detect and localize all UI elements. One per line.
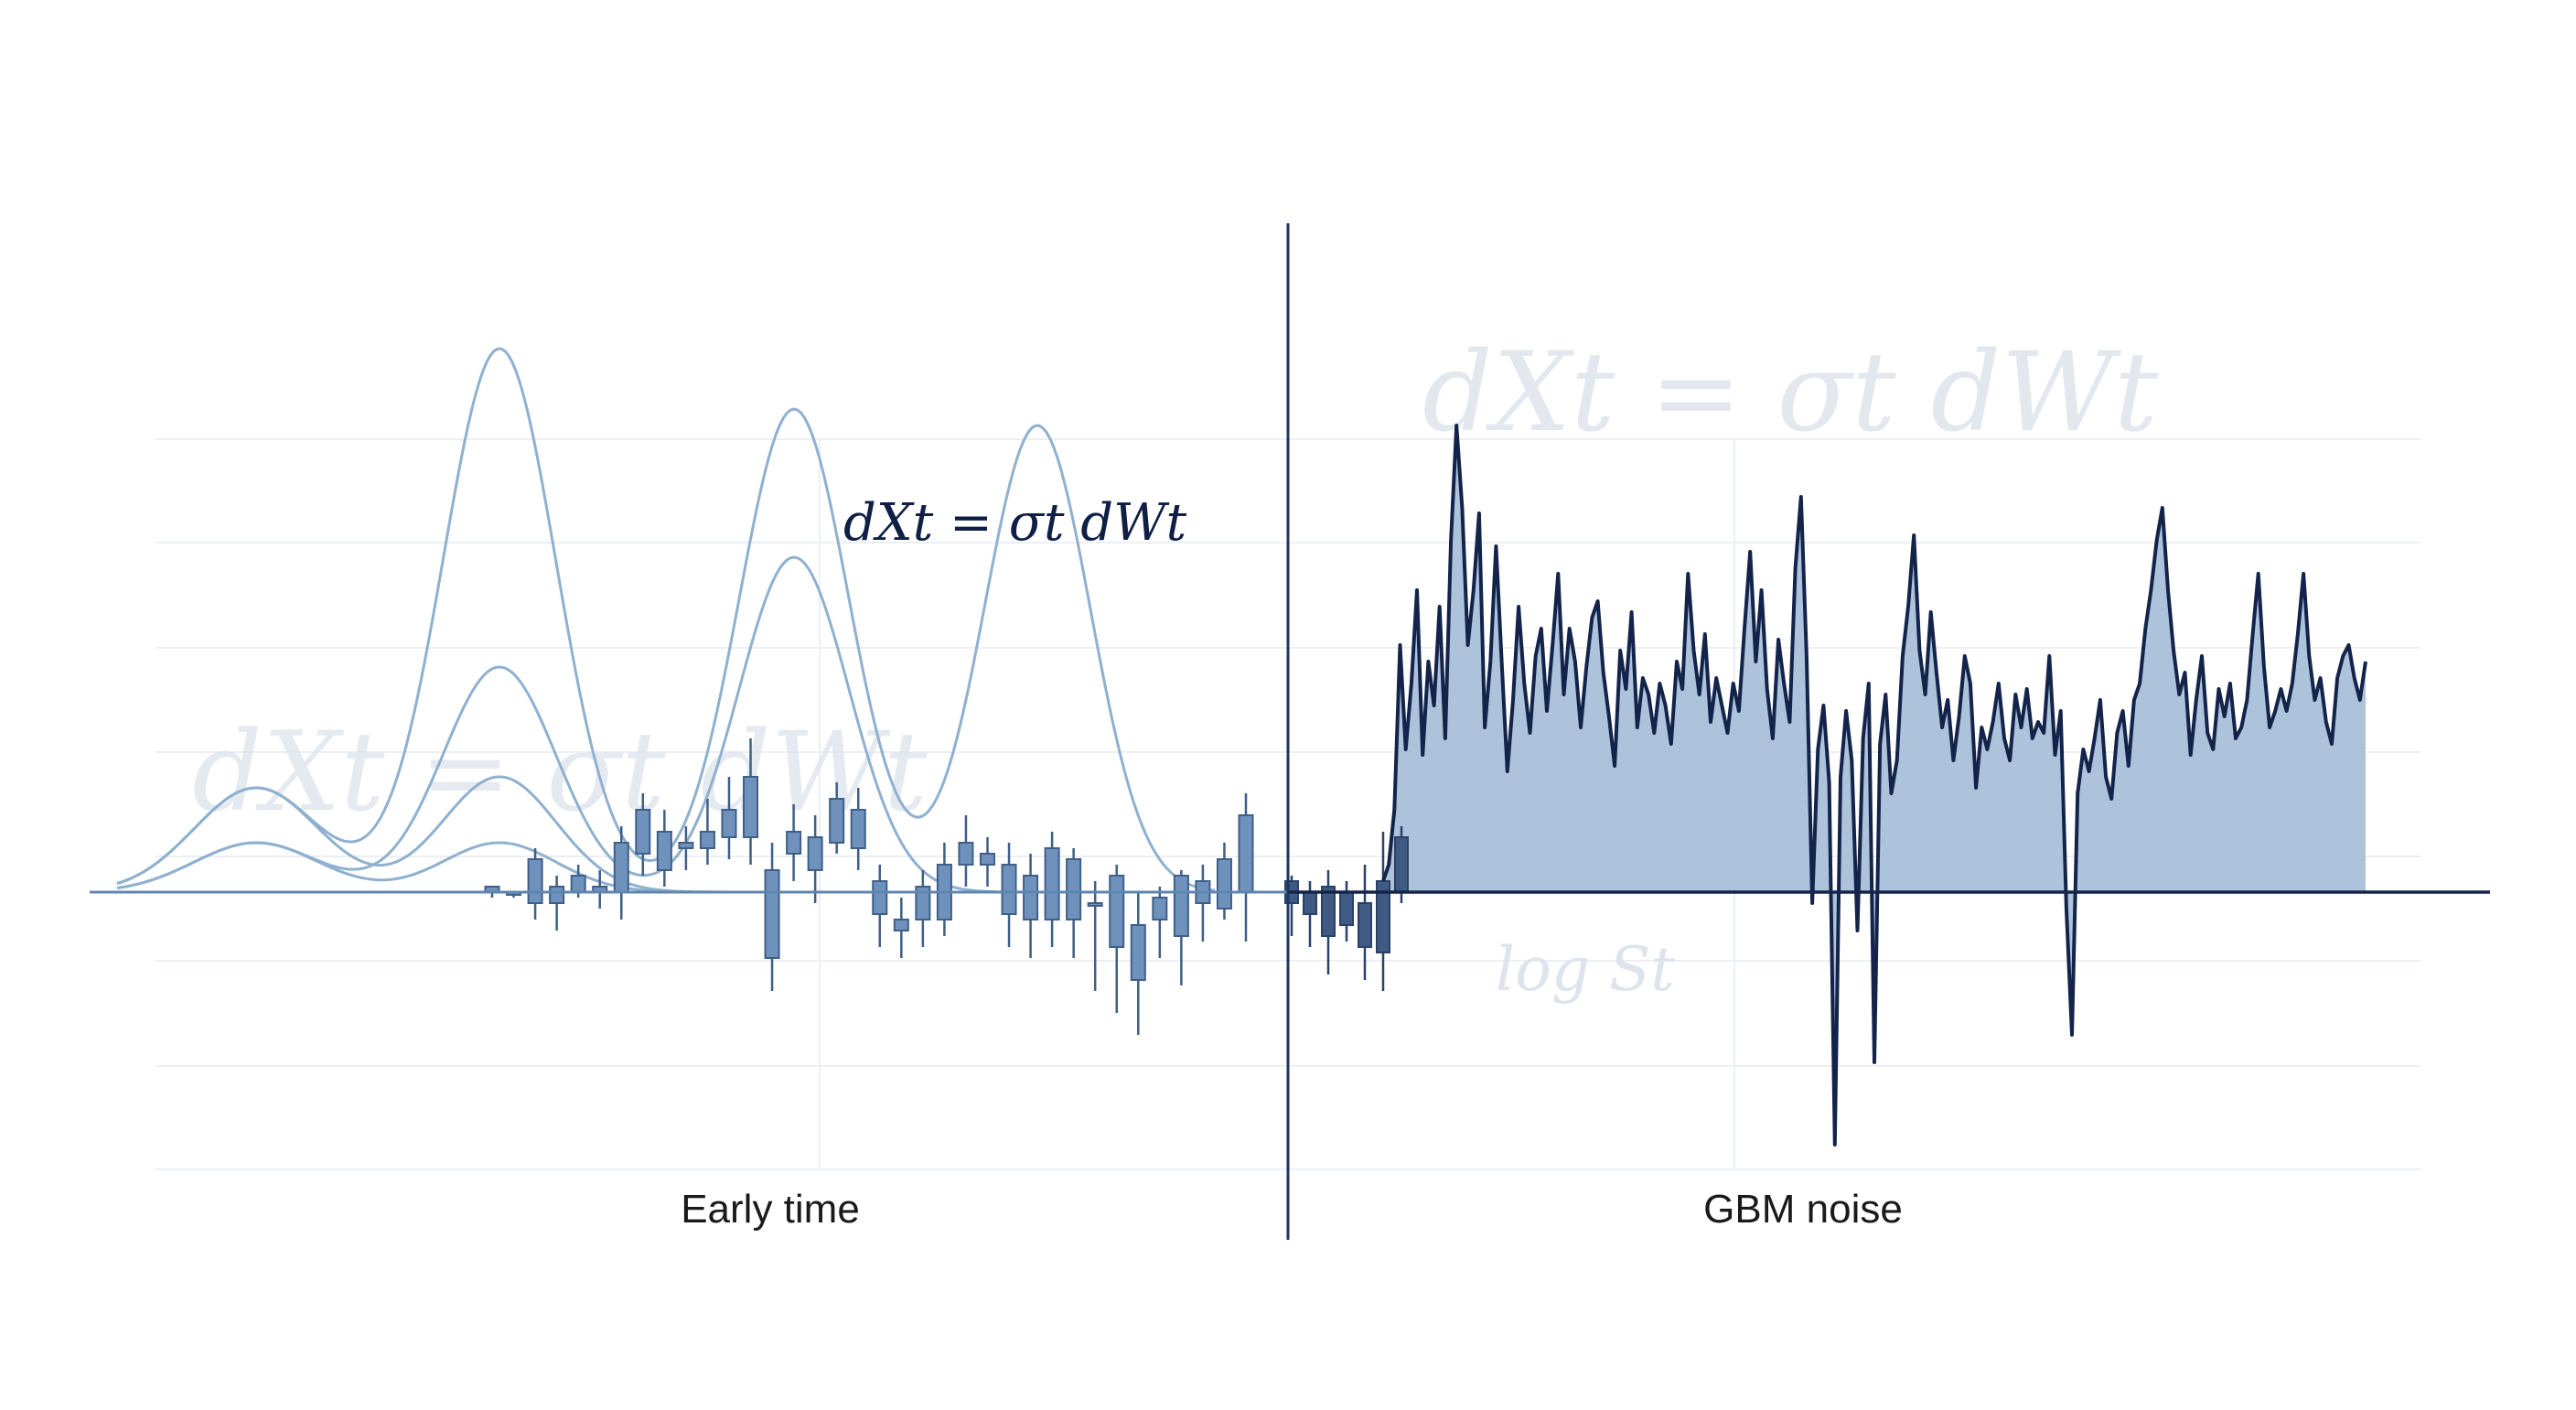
candle-body xyxy=(678,842,694,849)
watermark-equation-right: dXt = σt dWt xyxy=(1422,329,2159,457)
equation-label: dXt = σt dWt xyxy=(843,493,1187,553)
candle-body xyxy=(1152,897,1168,920)
candle-body xyxy=(635,809,651,855)
candle-body xyxy=(1001,864,1017,915)
candle-body xyxy=(743,776,759,838)
candle-body xyxy=(1321,886,1336,937)
candle-body xyxy=(721,809,737,838)
candle-body xyxy=(1044,847,1060,920)
candle-body xyxy=(872,880,888,915)
candle-body xyxy=(1339,891,1354,926)
candle-body xyxy=(850,809,866,849)
candle-body xyxy=(613,842,629,893)
candle-body xyxy=(807,836,823,871)
candle-body xyxy=(1303,891,1317,915)
candle-body xyxy=(549,886,565,904)
candle-body xyxy=(786,831,802,855)
candle-body xyxy=(829,798,845,844)
candle-body xyxy=(1087,902,1103,907)
candle-body xyxy=(1023,875,1039,920)
candle-body xyxy=(699,831,715,849)
caption-gbm-noise: GBM noise xyxy=(1703,1187,1903,1232)
candle-body xyxy=(1130,924,1146,981)
candle-body xyxy=(656,831,672,871)
watermark-log-label: log St xyxy=(1496,934,1675,1005)
candle-body xyxy=(1109,875,1125,948)
candle-body xyxy=(570,875,586,893)
candle-body xyxy=(527,858,543,904)
watermark-equation-left: dXt = σt dWt xyxy=(192,709,928,836)
candle-body xyxy=(1358,902,1372,948)
candle-body xyxy=(1066,858,1082,920)
candle-body xyxy=(1238,814,1254,893)
noise-line-layer xyxy=(1381,424,2367,1146)
series-line xyxy=(1381,424,2367,1146)
candle-body xyxy=(915,886,931,920)
candle-body xyxy=(764,869,780,959)
candle-body xyxy=(1216,858,1232,910)
candle-body xyxy=(893,919,909,931)
candle-body xyxy=(979,853,995,866)
candle-body xyxy=(1173,875,1189,937)
candle-body xyxy=(958,842,974,866)
candle-body xyxy=(1394,836,1409,893)
caption-early-time: Early time xyxy=(681,1187,860,1232)
